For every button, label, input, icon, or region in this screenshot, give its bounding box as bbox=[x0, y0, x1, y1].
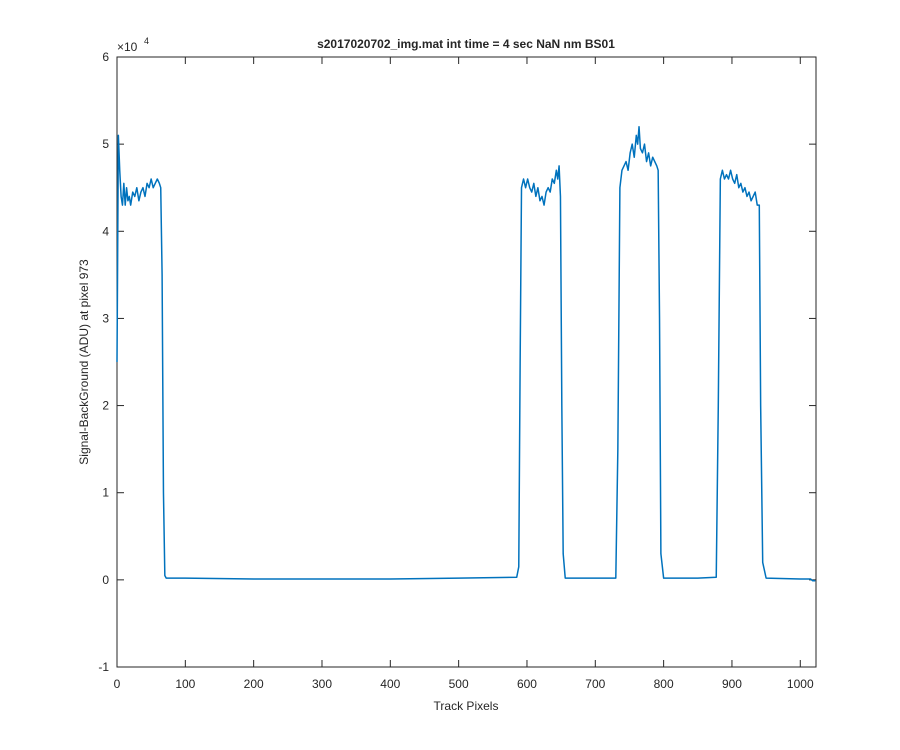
y-tick-label: 2 bbox=[102, 399, 109, 413]
x-tick-label: 700 bbox=[585, 677, 605, 691]
x-tick-label: 0 bbox=[114, 677, 121, 691]
y-multiplier-exponent: 4 bbox=[144, 36, 149, 46]
x-axis-label: Track Pixels bbox=[434, 699, 499, 713]
y-tick-label: 1 bbox=[102, 486, 109, 500]
x-tick-label: 500 bbox=[449, 677, 469, 691]
y-multiplier: ×10 bbox=[117, 40, 138, 54]
y-tick-label: 3 bbox=[102, 311, 109, 325]
y-tick-label: 0 bbox=[102, 573, 109, 587]
y-tick-label: 5 bbox=[102, 137, 109, 151]
x-tick-label: 800 bbox=[654, 677, 674, 691]
x-tick-label: 100 bbox=[175, 677, 195, 691]
chart-title: s2017020702_img.mat int time = 4 sec NaN… bbox=[317, 37, 615, 51]
x-tick-label: 300 bbox=[312, 677, 332, 691]
x-tick-label: 600 bbox=[517, 677, 537, 691]
x-tick-label: 400 bbox=[380, 677, 400, 691]
x-tick-label: 200 bbox=[244, 677, 264, 691]
y-tick-label: 4 bbox=[102, 224, 109, 238]
x-tick-label: 900 bbox=[722, 677, 742, 691]
x-tick-label: 1000 bbox=[787, 677, 814, 691]
y-tick-label: -1 bbox=[98, 660, 109, 674]
data-line bbox=[116, 125, 816, 582]
axes-box bbox=[116, 56, 817, 668]
y-axis-label: Signal-BackGround (ADU) at pixel 973 bbox=[77, 259, 91, 465]
y-tick-label: 6 bbox=[102, 50, 109, 64]
